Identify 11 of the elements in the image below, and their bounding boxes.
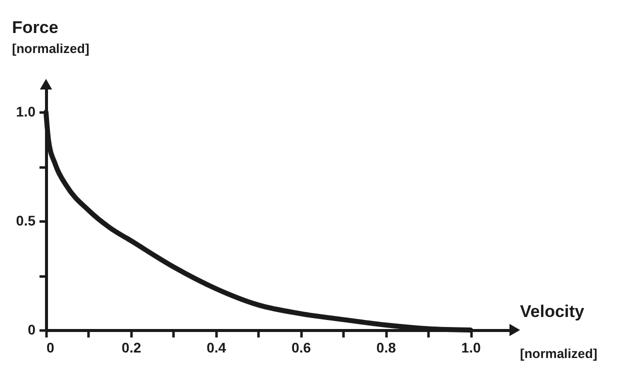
y-tick-label: 0.5 [16, 212, 36, 229]
text: Velocity [normalized] [520, 302, 598, 361]
x-tick-label: 0.8 [376, 340, 396, 356]
x-tick-label: 0 [46, 340, 54, 356]
y-tick-label: 0 [28, 322, 36, 338]
x-tick-label: 0.2 [122, 340, 142, 356]
x-tick-label: 1.0 [461, 340, 481, 356]
x-tick-label: 0.4 [206, 340, 226, 356]
y-axis-title: Force [normalized] [12, 18, 90, 56]
y-tick-label: 1.0 [16, 104, 36, 120]
x-tick-label: 0.6 [291, 340, 312, 356]
